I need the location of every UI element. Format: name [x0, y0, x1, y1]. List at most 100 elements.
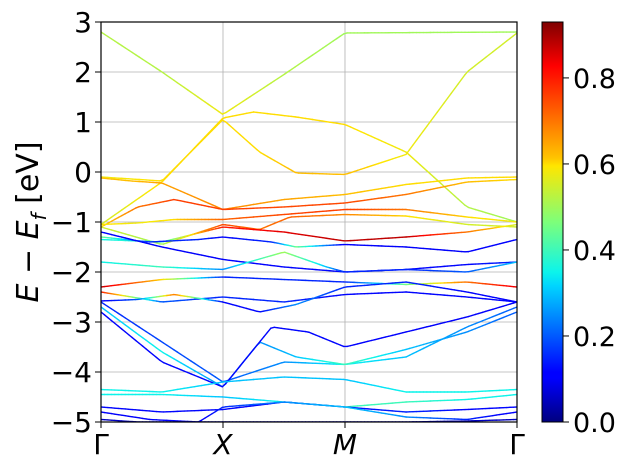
band-segment — [141, 336, 147, 341]
x-tick-label: M — [333, 428, 357, 461]
band-segment — [242, 357, 248, 363]
band-segment — [155, 182, 161, 187]
band-segment — [509, 35, 515, 40]
band-lines — [101, 31, 517, 422]
band-segment — [197, 96, 203, 101]
band-segment — [114, 322, 120, 327]
band-segment — [138, 342, 144, 347]
band-segment — [141, 345, 147, 350]
band-segment — [134, 331, 140, 336]
band-segment — [235, 365, 241, 372]
band-segment — [453, 195, 459, 200]
band-segment — [145, 189, 151, 194]
band-segment — [485, 53, 490, 59]
band-segment — [478, 59, 484, 64]
colorbar-tick-label: 0.2 — [573, 322, 616, 353]
band-segment — [218, 110, 224, 115]
band-segment — [259, 335, 265, 342]
band-segment — [450, 192, 456, 197]
band-segment — [252, 344, 258, 351]
band-segment — [162, 176, 168, 182]
band-segment — [415, 134, 421, 142]
band-9 — [101, 236, 517, 253]
y-tick-label: 2 — [74, 56, 92, 89]
y-tick-label: −2 — [51, 256, 92, 289]
band-segment — [263, 331, 269, 338]
band-segment — [107, 311, 113, 316]
band-segment — [450, 88, 456, 95]
band-5 — [101, 178, 517, 228]
colorbar — [541, 21, 564, 423]
band-segment — [138, 334, 144, 339]
band-segment — [232, 370, 237, 376]
band-segment — [460, 201, 466, 206]
band-segment — [422, 167, 428, 172]
band-segment — [422, 125, 428, 132]
band-8 — [101, 223, 517, 243]
band-segment — [124, 204, 130, 209]
band-segment — [183, 86, 189, 91]
band-segment — [176, 81, 182, 86]
band-segment — [249, 348, 255, 355]
band-21 — [101, 401, 517, 422]
colorbar-tick-label: 0.0 — [573, 408, 616, 439]
band-segment — [134, 339, 140, 344]
y-tick-label: −1 — [51, 206, 92, 239]
colorbar-tick-label: 0.4 — [573, 236, 616, 267]
band-segment — [266, 327, 272, 334]
band-segment — [121, 328, 126, 333]
band-segment — [256, 340, 262, 346]
band-segment — [117, 319, 123, 324]
band-segment — [166, 74, 172, 79]
band-segment — [252, 145, 258, 151]
band-segment — [131, 329, 137, 334]
band-segment — [429, 173, 435, 178]
band-segment — [429, 116, 435, 123]
band-segment — [218, 119, 224, 125]
band-segment — [200, 98, 206, 103]
band-segment — [436, 106, 442, 113]
band-19 — [101, 393, 517, 408]
band-segment — [110, 313, 116, 318]
band-segment — [214, 121, 220, 127]
band-15 — [101, 301, 517, 383]
band-segment — [502, 40, 508, 45]
band-segment — [193, 94, 199, 98]
band-segment — [128, 202, 133, 206]
band-segment — [471, 64, 477, 69]
band-segment — [457, 78, 463, 85]
band-segment — [211, 106, 217, 110]
colorbar-tick-label: 0.8 — [573, 64, 616, 95]
band-segment — [145, 339, 151, 344]
band-17 — [101, 301, 517, 388]
colorbar-tick-label: 0.6 — [573, 150, 616, 181]
band-segment — [415, 160, 421, 166]
band-12 — [101, 276, 517, 288]
band-segment — [173, 79, 178, 84]
band-segment — [453, 83, 459, 90]
band-segment — [107, 316, 113, 322]
y-axis-ticks: 3 2 1 0 −1 −2 −3 −4 −5 — [51, 6, 101, 439]
band-segment — [180, 158, 185, 164]
band-segment — [235, 130, 241, 136]
band-segment — [419, 130, 425, 137]
band-segment — [121, 321, 126, 326]
band-segment — [107, 216, 113, 221]
band-segment — [214, 122, 220, 128]
band-segment — [214, 108, 220, 113]
band-segment — [412, 139, 418, 146]
band-segment — [193, 143, 199, 149]
x-tick-label: X — [211, 428, 233, 461]
y-tick-label: −3 — [51, 306, 92, 339]
band-segment — [474, 62, 480, 67]
band-segment — [148, 351, 154, 356]
band-16 — [101, 306, 517, 388]
band-segment — [433, 111, 438, 118]
band-segment — [433, 176, 438, 181]
band-segment — [405, 151, 411, 156]
band-segment — [405, 149, 411, 156]
band-segment — [228, 374, 234, 380]
y-axis-label-main: E − E — [11, 220, 46, 302]
band-segment — [204, 132, 210, 138]
band-4 — [101, 176, 517, 210]
